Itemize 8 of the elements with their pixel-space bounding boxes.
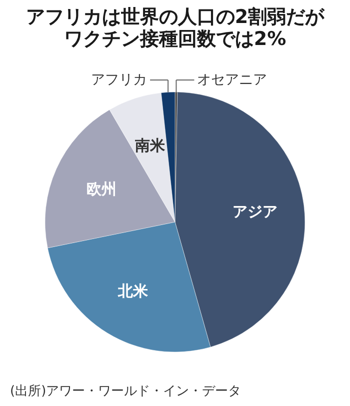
text: (出所)アワー・ワールド・イン・データ xyxy=(10,384,242,399)
slice-label: アジア xyxy=(232,202,278,221)
slice-label: アフリカ xyxy=(91,72,148,88)
slice-label: オセアニア xyxy=(197,72,268,88)
slice-label: 欧州 xyxy=(86,180,116,198)
slice-label: 北米 xyxy=(117,282,150,300)
chart-title: アフリカは世界の人口の2割弱だがワクチン接種回数では2% xyxy=(26,6,326,50)
slice-label: 南米 xyxy=(134,136,166,154)
